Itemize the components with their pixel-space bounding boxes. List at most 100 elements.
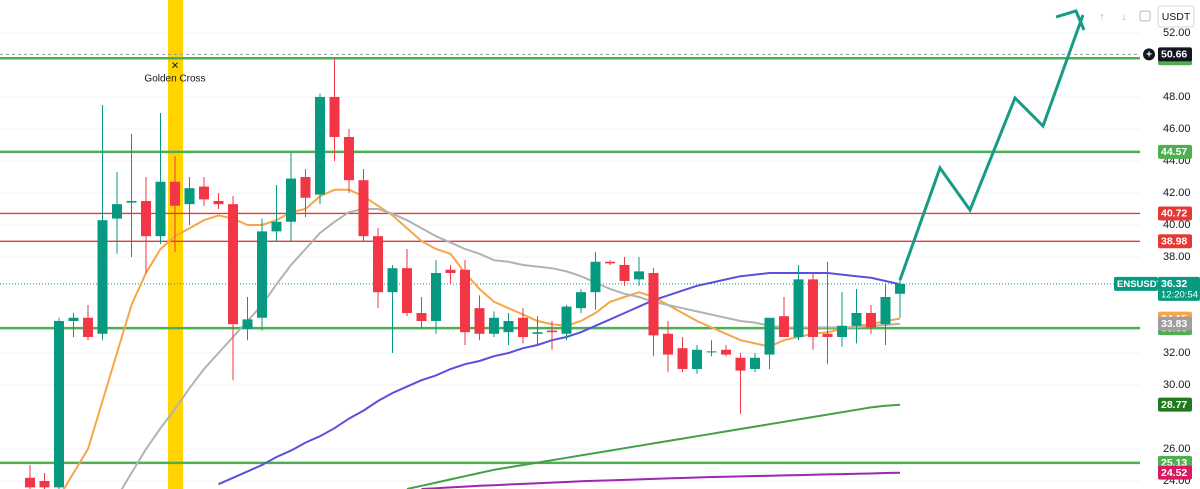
price-label: 24.52 [1161, 467, 1187, 479]
candle-body [590, 261, 601, 293]
candle-body [663, 333, 673, 355]
candle-body [83, 317, 93, 337]
y-tick-label: 30.00 [1163, 379, 1191, 391]
cursor-plus: + [1146, 50, 1152, 61]
candle-body [561, 306, 572, 334]
candle-body [344, 136, 354, 181]
last-price-label: 36.32 [1161, 278, 1187, 290]
candle-body [170, 181, 180, 206]
candle-body [431, 272, 441, 321]
candle-body [141, 200, 151, 237]
price-label-bg [1158, 397, 1192, 412]
candle-body [880, 296, 891, 325]
y-tick-label: 52.00 [1163, 27, 1191, 39]
price-label-bg [1158, 316, 1192, 331]
moving-average-line [406, 403, 901, 489]
candle-body [692, 349, 702, 369]
y-tick-label: 42.00 [1163, 187, 1191, 199]
candle-body [286, 178, 296, 222]
candle-body [358, 180, 369, 237]
price-label-bg [1158, 465, 1192, 480]
candle-body [532, 332, 543, 334]
last-price-bg [1158, 276, 1200, 301]
candle-body [576, 292, 586, 309]
candle-body [54, 320, 64, 488]
candle-body [547, 330, 557, 333]
price-label: 38.98 [1161, 236, 1187, 248]
countdown-label: 12:20:54 [1161, 289, 1198, 300]
candle-body [779, 316, 789, 337]
candle-body [503, 320, 514, 333]
candle-body [721, 349, 731, 355]
y-tick-label: 46.00 [1163, 123, 1191, 135]
y-tick-label: 40.00 [1163, 219, 1191, 231]
candle-body [416, 312, 427, 321]
candle-body [68, 317, 79, 321]
toolbar: ↑ ↓ USDT [1099, 5, 1195, 28]
cursor-plus-icon [1143, 48, 1155, 61]
candle-body [764, 317, 775, 355]
currency-label: USDT [1162, 11, 1191, 23]
candle-body [300, 176, 311, 198]
candle-body [735, 357, 746, 371]
candle-body [619, 264, 630, 281]
candle-body [242, 319, 253, 329]
candle-body [677, 348, 688, 369]
candle-body [112, 204, 122, 219]
moving-average-line [421, 471, 901, 489]
candle-body [445, 269, 456, 273]
price-label: 28.77 [1161, 399, 1187, 411]
candle-body [126, 200, 137, 203]
price-axis: 52.0048.0046.0044.0042.0040.0038.0032.00… [1114, 27, 1200, 487]
candle-body [808, 279, 818, 337]
y-tick-label: 26.00 [1163, 443, 1191, 455]
candle-body [793, 279, 804, 337]
price-label: 44.57 [1161, 146, 1187, 158]
candle-body [866, 312, 876, 328]
candle-body [25, 477, 35, 488]
reset-icon[interactable] [1139, 10, 1151, 22]
cursor-label-bg [1158, 47, 1192, 62]
symbol-label: ENSUSDT [1117, 279, 1163, 290]
candle-body [851, 312, 862, 326]
projection-path [898, 14, 1085, 281]
candle-body [648, 272, 659, 336]
candle-body [315, 96, 325, 195]
candle-body [373, 236, 383, 293]
candle-body [155, 181, 166, 237]
price-label-bg [1158, 234, 1192, 249]
candle-body [271, 221, 282, 232]
price-label-bg [1158, 206, 1192, 221]
cursor-label: 50.66 [1161, 49, 1187, 61]
projection-arrowhead [1055, 9, 1086, 31]
up-icon[interactable]: ↑ [1099, 11, 1105, 23]
candle-body [474, 308, 485, 334]
candle-body [895, 283, 905, 294]
candle-body [257, 231, 267, 318]
candle-body [402, 268, 412, 313]
price-label: 33.83 [1161, 318, 1187, 330]
candle-body [489, 317, 499, 334]
candle-body [213, 200, 224, 205]
candles [25, 58, 905, 489]
candle-body [39, 480, 50, 488]
currency-button[interactable] [1157, 5, 1195, 28]
price-label: 40.72 [1161, 208, 1187, 220]
cross-marker: × [171, 57, 179, 72]
down-icon[interactable]: ↓ [1121, 11, 1127, 23]
price-label-bg [1158, 144, 1192, 159]
y-tick-label: 32.00 [1163, 347, 1191, 359]
candle-body [228, 204, 238, 325]
candle-body [634, 271, 644, 280]
annotation: Golden Cross [144, 74, 205, 85]
y-tick-label: 48.00 [1163, 91, 1191, 103]
candle-body [822, 333, 833, 337]
candle-body [460, 269, 470, 333]
moving-average-line [62, 188, 901, 489]
candle-body [97, 220, 108, 334]
candle-body [329, 96, 340, 137]
candle-body [605, 261, 615, 264]
candle-body [184, 188, 195, 205]
candle-body [750, 357, 760, 369]
